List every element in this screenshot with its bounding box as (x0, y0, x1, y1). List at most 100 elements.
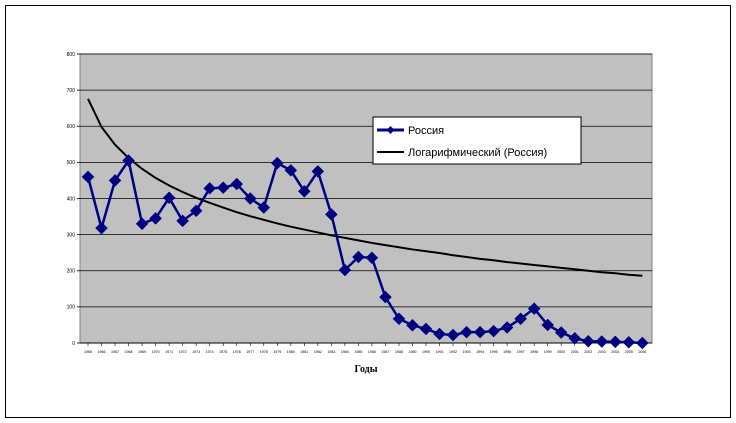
x-tick-label: 1970 (152, 350, 160, 354)
data-point (635, 336, 649, 350)
x-tick-label: 1969 (138, 350, 146, 354)
y-axis-ticks: 0 100 200 300 400 500 600 700 800 (67, 52, 80, 347)
x-tick-label: 1994 (476, 350, 484, 354)
data-point (95, 221, 108, 235)
x-tick-label: 1984 (341, 350, 349, 354)
data-point (500, 321, 514, 334)
data-point (608, 335, 622, 349)
data-point (311, 165, 325, 178)
x-tick-label: 1997 (517, 350, 525, 354)
data-point (487, 324, 500, 338)
x-tick-label: 1968 (125, 350, 133, 354)
x-axis-ticks: 1965 1966 1967 1968 1969 1970 1971 1972 1973 1974… (80, 342, 652, 354)
x-tick-label: 1986 (368, 350, 376, 354)
data-point (284, 163, 298, 177)
x-tick-label: 1988 (395, 350, 403, 354)
legend-marker (386, 126, 395, 134)
data-point (419, 322, 433, 336)
y-tick-label: 100 (67, 305, 76, 311)
legend-label-trend: Логарифмический (Россия) (408, 147, 547, 159)
data-point (203, 182, 217, 195)
trend-line (87, 98, 643, 277)
data-point (189, 204, 203, 218)
data-point (257, 201, 271, 214)
x-tick-label: 1971 (165, 350, 173, 354)
y-tick-label: 800 (67, 52, 76, 58)
data-point (135, 217, 149, 231)
y-tick-label: 700 (67, 88, 76, 94)
x-tick-label: 1977 (246, 350, 254, 354)
x-tick-label: 1987 (381, 350, 389, 354)
data-point (406, 318, 419, 332)
x-tick-label: 1981 (300, 350, 308, 354)
x-tick-label: 1983 (327, 350, 335, 354)
data-point (352, 250, 365, 264)
x-tick-label: 1992 (449, 350, 457, 354)
trend-series (87, 98, 643, 277)
legend-label-series: Россия (408, 125, 444, 137)
y-tick-label: 0 (72, 341, 75, 347)
x-tick-label: 2005 (625, 350, 633, 354)
data-point (270, 156, 284, 170)
data-point (365, 251, 379, 265)
x-tick-label: 1967 (111, 350, 119, 354)
data-point (379, 290, 392, 304)
x-axis-title: Годы (354, 364, 377, 375)
x-tick-label: 1965 (84, 350, 92, 354)
data-point (230, 177, 244, 191)
x-tick-label: 1979 (273, 350, 281, 354)
legend-box (372, 116, 582, 165)
x-tick-label: 1975 (219, 350, 227, 354)
data-point (446, 328, 460, 342)
x-tick-label: 1996 (503, 350, 511, 354)
data-point (108, 174, 122, 187)
y-tick-label: 500 (67, 160, 76, 166)
data-point (122, 154, 135, 167)
data-point (595, 335, 609, 348)
data-point (243, 192, 257, 205)
x-tick-label: 2003 (598, 350, 606, 354)
y-tick-label: 200 (67, 269, 76, 275)
y-tick-label: 300 (67, 232, 76, 238)
x-tick-label: 1995 (490, 350, 498, 354)
data-point (581, 334, 595, 348)
y-tick-label: 600 (67, 124, 76, 130)
data-point (473, 325, 487, 339)
x-tick-label: 1998 (530, 350, 538, 354)
data-point (514, 312, 527, 326)
data-point (541, 318, 555, 332)
x-tick-label: 2001 (571, 350, 579, 354)
x-tick-label: 1990 (422, 350, 430, 354)
x-tick-label: 1993 (463, 350, 471, 354)
data-point (162, 191, 176, 205)
x-tick-label: 1999 (544, 350, 552, 354)
x-tick-label: 1980 (287, 350, 295, 354)
data-point (297, 184, 311, 198)
data-point (216, 181, 230, 195)
legend: Россия Логарифмический (Россия) (372, 116, 582, 165)
x-tick-label: 1982 (314, 350, 322, 354)
main-series (81, 154, 649, 350)
data-point (433, 327, 446, 341)
data-point (460, 325, 473, 339)
x-tick-label: 2000 (557, 350, 565, 354)
data-point (568, 331, 582, 345)
x-tick-label: 1991 (436, 350, 444, 354)
data-point (527, 302, 541, 316)
x-tick-label: 1989 (408, 350, 416, 354)
x-tick-label: 1966 (98, 350, 106, 354)
x-tick-label: 2004 (611, 350, 619, 354)
data-point (325, 208, 338, 221)
x-tick-label: 1972 (179, 350, 187, 354)
x-tick-label: 1974 (206, 350, 214, 354)
x-tick-label: 2002 (584, 350, 592, 354)
data-point (149, 212, 162, 225)
x-tick-label: 1976 (233, 350, 241, 354)
x-tick-label: 1978 (260, 350, 268, 354)
data-point (338, 263, 352, 277)
data-point (392, 312, 406, 326)
x-tick-label: 1973 (192, 350, 200, 354)
data-point (622, 335, 636, 349)
data-point (554, 326, 568, 339)
